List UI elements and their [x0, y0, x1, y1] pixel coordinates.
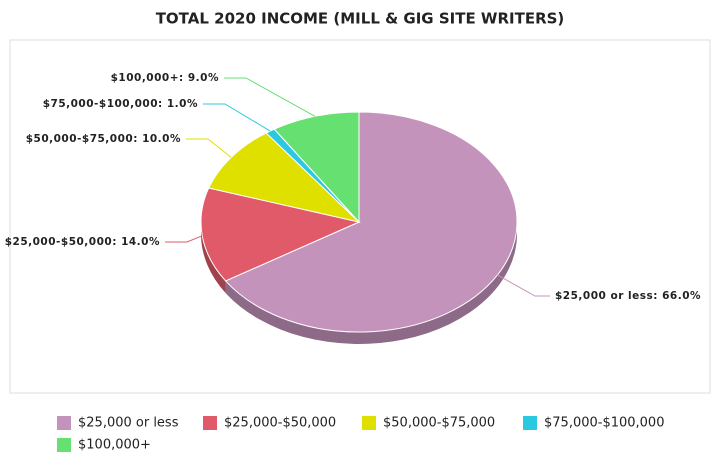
legend-swatch [362, 416, 376, 430]
legend-label: $75,000-$100,000 [544, 416, 664, 431]
data-label: $25,000 or less: 66.0% [555, 290, 701, 302]
legend-label: $25,000 or less [78, 416, 179, 431]
data-label: $25,000-$50,000: 14.0% [5, 236, 160, 248]
data-label: $50,000-$75,000: 10.0% [26, 133, 181, 145]
legend-swatch [57, 438, 71, 452]
data-label: $75,000-$100,000: 1.0% [43, 98, 198, 110]
legend-swatch [57, 416, 71, 430]
legend-label: $100,000+ [78, 438, 151, 453]
leader-line [224, 77, 316, 117]
slice [273, 111, 360, 224]
data-label: $100,000+: 9.0% [111, 72, 219, 84]
legend-swatch [523, 416, 537, 430]
leader-line [165, 235, 203, 243]
legend-label: $25,000-$50,000 [224, 416, 336, 431]
leader-line [497, 274, 550, 297]
legend-swatch [203, 416, 217, 430]
slice-side [201, 222, 226, 293]
leader-line [186, 138, 232, 158]
slice [224, 111, 518, 333]
chart-title: TOTAL 2020 INCOME (MILL & GIG SITE WRITE… [156, 10, 565, 28]
legend-label: $50,000-$75,000 [383, 416, 495, 431]
leader-line [203, 103, 271, 132]
